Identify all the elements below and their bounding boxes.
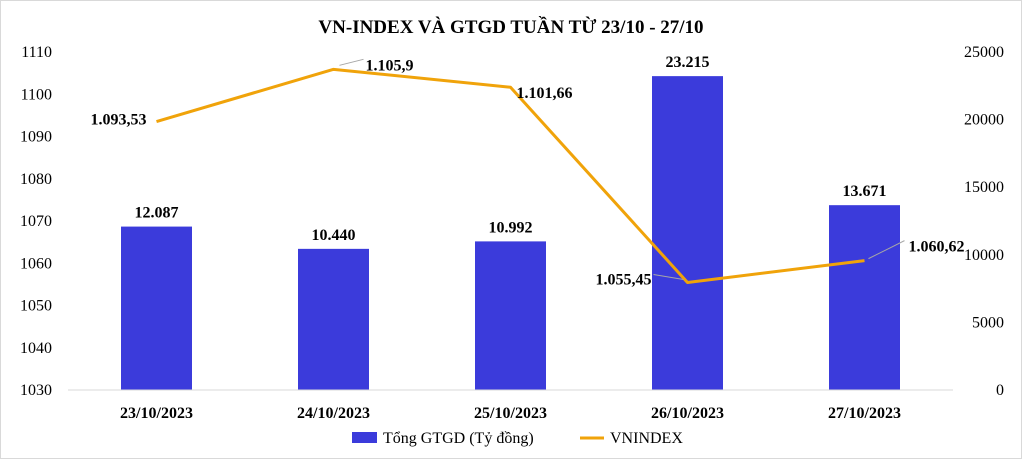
right-tick-label: 15000 bbox=[964, 179, 1004, 196]
bar bbox=[298, 248, 369, 390]
line-value-label: 1.055,45 bbox=[596, 271, 652, 288]
bar-series bbox=[121, 76, 900, 390]
label-leader-line bbox=[653, 273, 684, 280]
left-tick-label: 1080 bbox=[20, 171, 52, 188]
vnindex-line bbox=[156, 67, 865, 284]
bar-value-label: 10.440 bbox=[312, 227, 356, 244]
bar-value-label: 13.671 bbox=[843, 183, 887, 200]
legend-bar-swatch bbox=[352, 432, 377, 443]
bar bbox=[829, 205, 900, 390]
category-label: 23/10/2023 bbox=[120, 405, 193, 422]
bar bbox=[121, 226, 192, 390]
line-series bbox=[156, 67, 865, 284]
category-labels: 23/10/2023 24/10/2023 25/10/2023 26/10/2023… bbox=[120, 405, 901, 422]
line-value-label: 1.105,9 bbox=[366, 57, 414, 74]
right-tick-label: 10000 bbox=[964, 247, 1004, 264]
right-tick-label: 0 bbox=[996, 382, 1004, 399]
category-label: 27/10/2023 bbox=[828, 405, 901, 422]
left-tick-label: 1070 bbox=[20, 213, 52, 230]
line-value-label: 1.093,53 bbox=[91, 112, 147, 129]
legend-line-label: VNINDEX bbox=[610, 430, 683, 447]
right-tick-label: 25000 bbox=[964, 44, 1004, 61]
legend-bar-label: Tổng GTGD (Tỷ đồng) bbox=[383, 430, 534, 447]
bar bbox=[652, 76, 723, 390]
category-label: 24/10/2023 bbox=[297, 405, 370, 422]
left-tick-label: 1060 bbox=[20, 255, 52, 272]
line-data-labels: 1.093,53 1.105,9 1.101,66 1.055,45 1.060,62 bbox=[91, 57, 965, 288]
left-tick-label: 1030 bbox=[20, 382, 52, 399]
left-tick-label: 1050 bbox=[20, 298, 52, 315]
chart-title: VN-INDEX VÀ GTGD TUẦN TỪ 23/10 - 27/10 bbox=[318, 16, 703, 38]
left-axis-ticks: 1030 1040 1050 1060 1070 1080 1090 1100 1110 bbox=[20, 44, 52, 399]
right-tick-label: 20000 bbox=[964, 112, 1004, 129]
left-tick-label: 1100 bbox=[21, 86, 52, 103]
line-value-label: 1.101,66 bbox=[517, 85, 573, 102]
category-label: 25/10/2023 bbox=[474, 405, 547, 422]
bar bbox=[475, 241, 546, 390]
bar-value-label: 12.087 bbox=[135, 205, 179, 222]
left-tick-label: 1110 bbox=[21, 44, 52, 61]
category-label: 26/10/2023 bbox=[651, 405, 724, 422]
bar-value-label: 23.215 bbox=[666, 54, 710, 71]
bar-value-label: 10.992 bbox=[489, 219, 533, 236]
legend: Tổng GTGD (Tỷ đồng) VNINDEX bbox=[352, 430, 683, 447]
right-tick-label: 5000 bbox=[972, 314, 1004, 331]
line-value-label: 1.060,62 bbox=[909, 239, 965, 256]
left-tick-label: 1090 bbox=[20, 129, 52, 146]
left-tick-label: 1040 bbox=[20, 340, 52, 357]
label-leader-line bbox=[339, 58, 364, 66]
bar-data-labels: 12.087 10.440 10.992 23.215 13.671 bbox=[135, 54, 887, 244]
right-axis-ticks: 0 5000 10000 15000 20000 25000 bbox=[964, 44, 1004, 399]
label-leader-line bbox=[868, 240, 905, 260]
